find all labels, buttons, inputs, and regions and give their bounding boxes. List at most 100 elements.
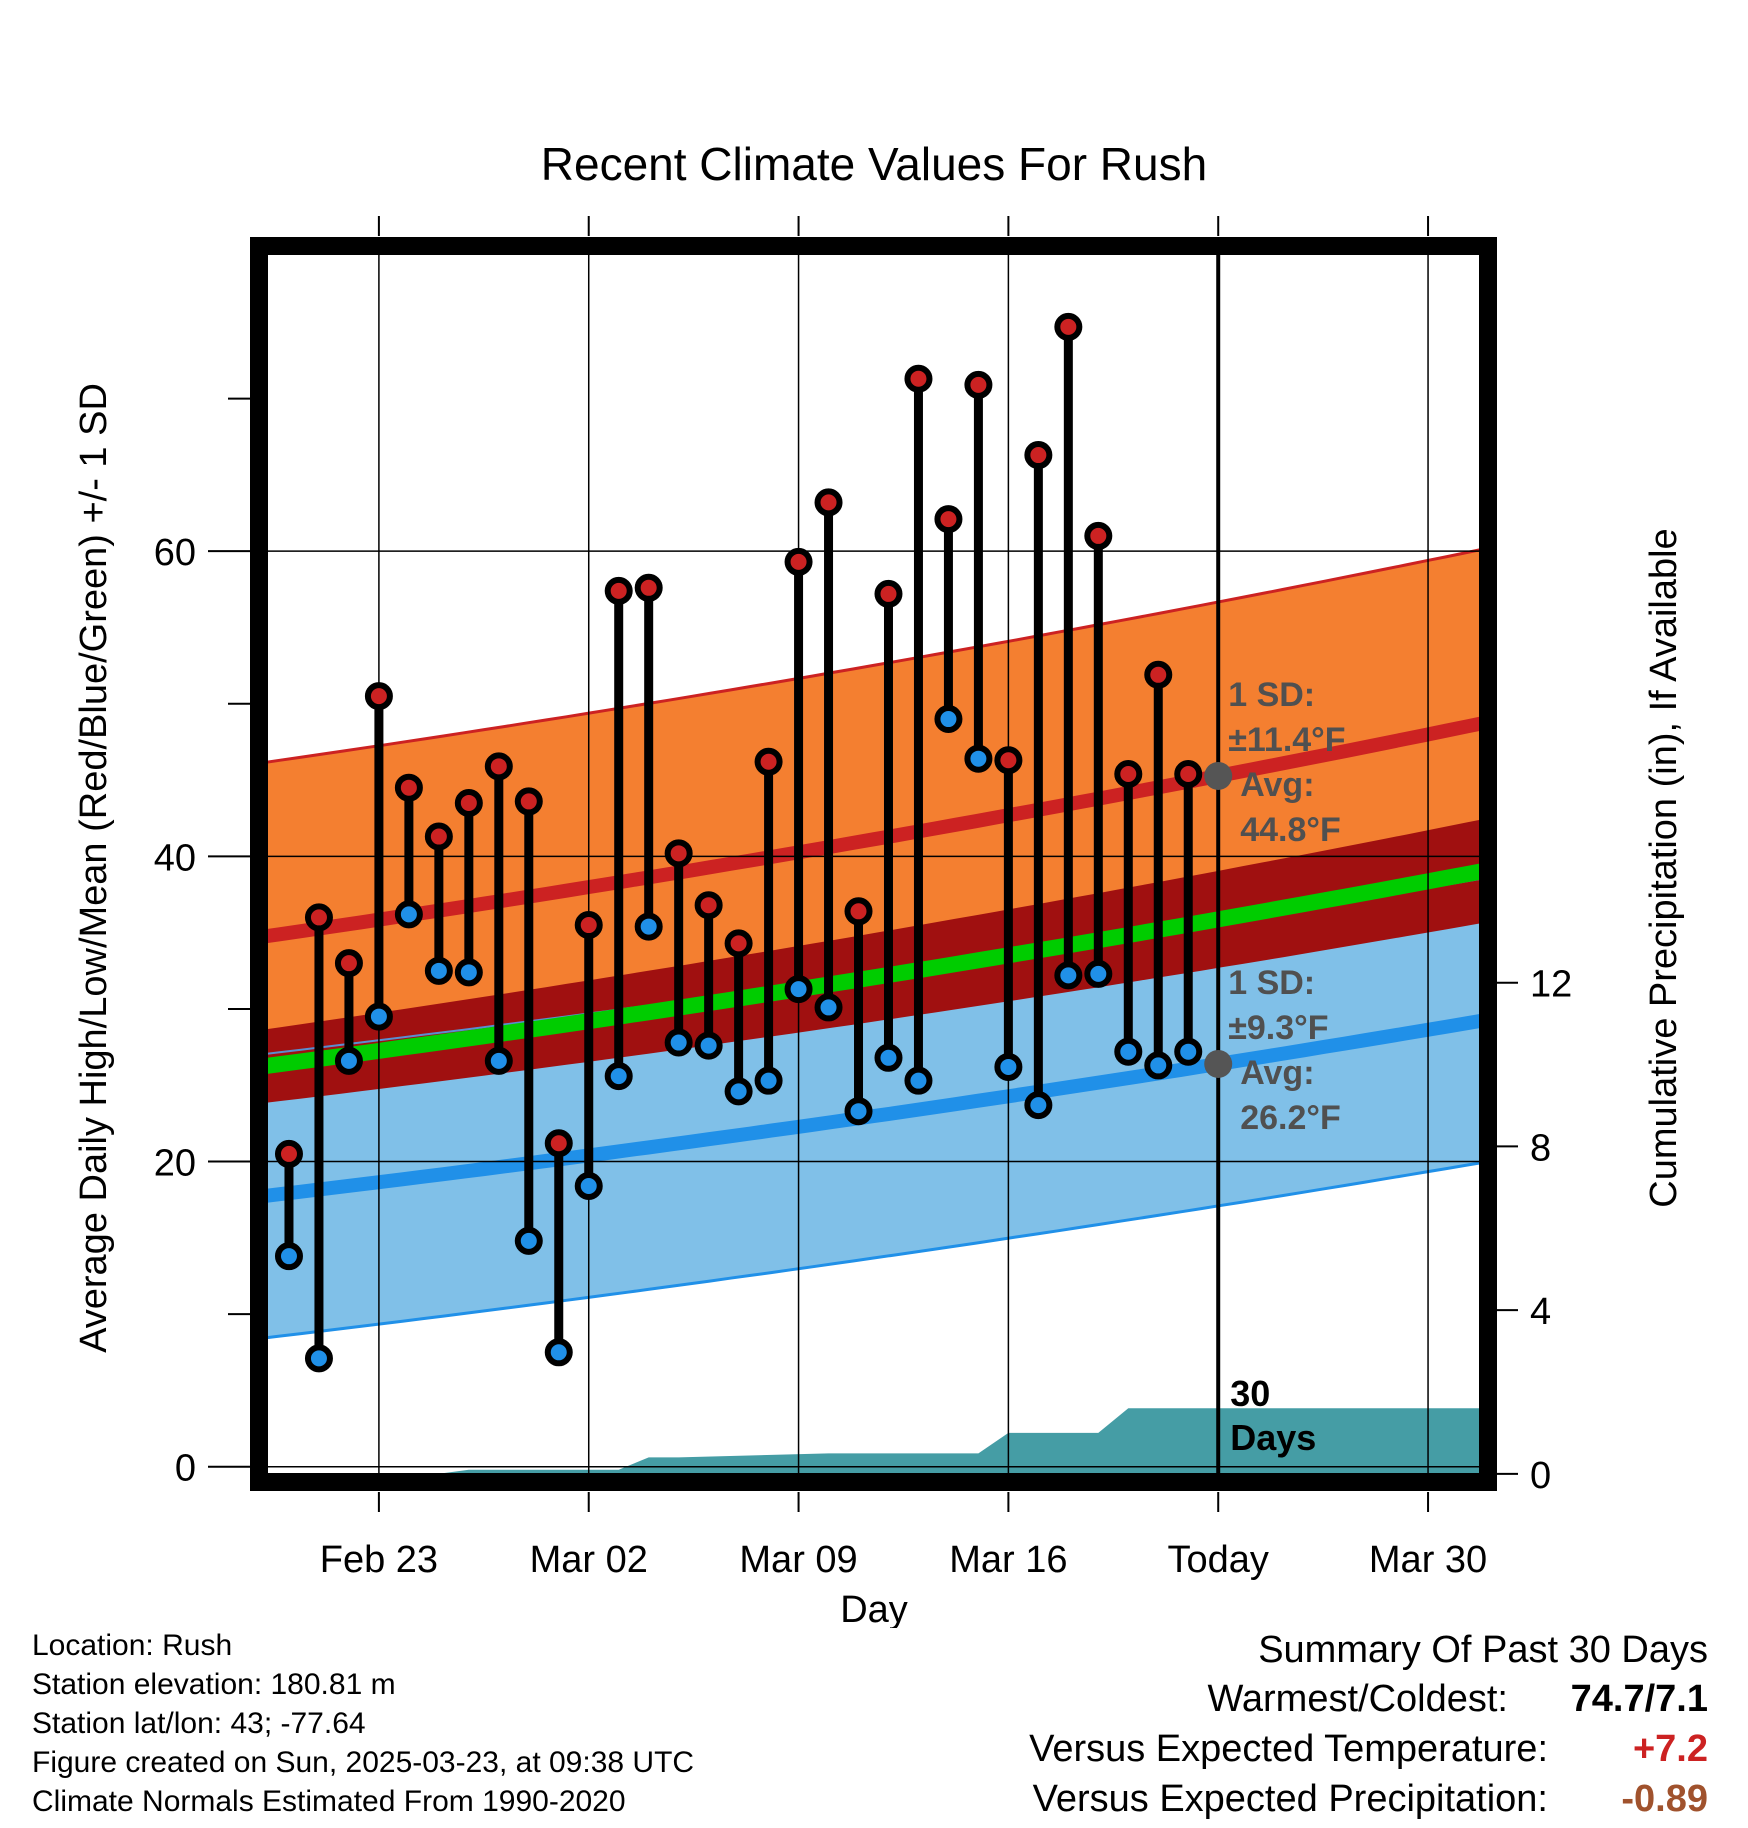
daily-high-point bbox=[904, 364, 933, 393]
x-tick-label: Mar 16 bbox=[949, 1539, 1067, 1581]
low-sd-band bbox=[259, 877, 1488, 1339]
x-tick-label: Mar 09 bbox=[739, 1539, 857, 1581]
y2-tick-label: 12 bbox=[1530, 964, 1572, 1006]
location-text: Location: Rush bbox=[32, 1629, 233, 1662]
daily-low-point bbox=[934, 705, 963, 734]
normal-high-line bbox=[258, 715, 1490, 945]
daily-low-point bbox=[724, 1077, 753, 1106]
daily-high-point bbox=[694, 891, 723, 920]
daily-low-point bbox=[364, 1002, 393, 1031]
today-normal-high-marker bbox=[1204, 761, 1233, 790]
normal-low-avg-value: 26.2°F bbox=[1240, 1099, 1341, 1137]
precip-period-label: 30 bbox=[1230, 1373, 1270, 1414]
daily-low-point bbox=[454, 958, 483, 987]
daily-high-point bbox=[754, 747, 783, 776]
warmest-coldest-row: Warmest/Coldest: 74.7/7.1 bbox=[808, 1674, 1708, 1724]
precip-anomaly-row: Versus Expected Precipitation: -0.89 bbox=[808, 1774, 1708, 1824]
daily-low-point bbox=[1054, 961, 1083, 990]
daily-high-point bbox=[1174, 759, 1203, 788]
y-tick-label: 0 bbox=[175, 1448, 196, 1490]
daily-high-point bbox=[724, 929, 753, 958]
daily-high-point bbox=[334, 949, 363, 978]
summary-title: Summary Of Past 30 Days bbox=[1258, 1629, 1708, 1671]
elevation-text: Station elevation: 180.81 m bbox=[32, 1668, 396, 1701]
daily-high-point bbox=[1024, 441, 1053, 470]
daily-high-point bbox=[844, 897, 873, 926]
x-tick-label: Mar 02 bbox=[530, 1539, 648, 1581]
daily-low-point bbox=[574, 1171, 603, 1200]
normal-high-sd-label: 1 SD: bbox=[1228, 676, 1315, 714]
y2-tick-label: 4 bbox=[1530, 1291, 1551, 1333]
normal-high-avg-label: Avg: bbox=[1240, 766, 1314, 804]
daily-low-point bbox=[334, 1046, 363, 1075]
low-lower-sd-line bbox=[258, 1160, 1489, 1341]
y2-tick-label: 0 bbox=[1530, 1455, 1551, 1497]
daily-high-point bbox=[1054, 312, 1083, 341]
daily-high-point bbox=[514, 787, 543, 816]
daily-high-point bbox=[664, 839, 693, 868]
daily-low-point bbox=[604, 1062, 633, 1091]
daily-high-point bbox=[784, 547, 813, 576]
daily-low-point bbox=[784, 975, 813, 1004]
daily-low-point bbox=[754, 1066, 783, 1095]
y2-tick-label: 8 bbox=[1530, 1127, 1551, 1169]
daily-high-point bbox=[1144, 660, 1173, 689]
precip-anomaly-value: -0.89 bbox=[1621, 1778, 1708, 1820]
daily-low-point bbox=[394, 900, 423, 929]
daily-high-point bbox=[1114, 759, 1143, 788]
daily-high-point bbox=[994, 746, 1023, 775]
daily-low-point bbox=[814, 993, 843, 1022]
daily-high-point bbox=[274, 1139, 303, 1168]
normal-low-avg-label: Avg: bbox=[1240, 1054, 1314, 1092]
y-tick-label: 60 bbox=[154, 532, 196, 574]
daily-low-point bbox=[484, 1046, 513, 1075]
precip-anomaly-label: Versus Expected Precipitation: bbox=[1032, 1778, 1548, 1820]
x-tick-label: Today bbox=[1168, 1539, 1269, 1581]
daily-high-point bbox=[454, 788, 483, 817]
cumulative-precip-area bbox=[259, 1408, 1488, 1474]
daily-high-point bbox=[394, 773, 423, 802]
daily-low-point bbox=[874, 1043, 903, 1072]
normal-low-sd-value: ±9.3°F bbox=[1228, 1009, 1328, 1047]
daily-low-point bbox=[1144, 1051, 1173, 1080]
daily-low-point bbox=[1024, 1091, 1053, 1120]
precip-period-label: Days bbox=[1230, 1417, 1316, 1458]
daily-low-point bbox=[694, 1031, 723, 1060]
y-tick-label: 20 bbox=[154, 1143, 196, 1185]
y-axis-label: Average Daily High/Low/Mean (Red/Blue/Gr… bbox=[73, 383, 115, 1353]
warmest-coldest-value: 74.7/7.1 bbox=[1570, 1678, 1708, 1720]
normal-high-sd-value: ±11.4°F bbox=[1228, 721, 1345, 759]
daily-high-point bbox=[364, 682, 393, 711]
daily-low-point bbox=[304, 1344, 333, 1373]
station-info: Location: Rush Station elevation: 180.81… bbox=[32, 1626, 694, 1821]
daily-high-point bbox=[634, 573, 663, 602]
daily-low-point bbox=[1114, 1037, 1143, 1066]
daily-low-point bbox=[664, 1028, 693, 1057]
daily-high-point bbox=[544, 1129, 573, 1158]
y-tick-label: 40 bbox=[154, 837, 196, 879]
summary-panel: Summary Of Past 30 Days Warmest/Coldest:… bbox=[808, 1626, 1708, 1824]
daily-high-point bbox=[934, 505, 963, 534]
temp-anomaly-row: Versus Expected Temperature: +7.2 bbox=[808, 1724, 1708, 1774]
today-normal-low-marker bbox=[1204, 1049, 1233, 1078]
x-tick-label: Feb 23 bbox=[320, 1539, 438, 1581]
daily-high-point bbox=[814, 488, 843, 517]
daily-high-point bbox=[304, 903, 333, 932]
temp-anomaly-value: +7.2 bbox=[1632, 1728, 1708, 1770]
daily-high-point bbox=[874, 579, 903, 608]
plot-area: 1 SD: ±11.4°F Avg: 44.8°F 1 SD: ±9.3°F Avg: 26.… bbox=[154, 216, 1572, 1581]
daily-high-point bbox=[1084, 521, 1113, 550]
daily-low-point bbox=[904, 1066, 933, 1095]
daily-high-point bbox=[484, 752, 513, 781]
normals-text: Climate Normals Estimated From 1990-2020 bbox=[32, 1785, 626, 1818]
daily-low-point bbox=[634, 912, 663, 941]
normal-low-sd-label: 1 SD: bbox=[1228, 964, 1315, 1002]
warmest-coldest-label: Warmest/Coldest: bbox=[1207, 1678, 1508, 1720]
climate-chart: Recent Climate Values For Rush 1 SD: ±11.… bbox=[73, 138, 1685, 1628]
latlon-text: Station lat/lon: 43; -77.64 bbox=[32, 1707, 366, 1740]
daily-high-point bbox=[424, 822, 453, 851]
daily-low-point bbox=[964, 744, 993, 773]
daily-low-point bbox=[1084, 959, 1113, 988]
x-axis-label: Day bbox=[840, 1589, 908, 1628]
x-tick-label: Mar 30 bbox=[1369, 1539, 1487, 1581]
